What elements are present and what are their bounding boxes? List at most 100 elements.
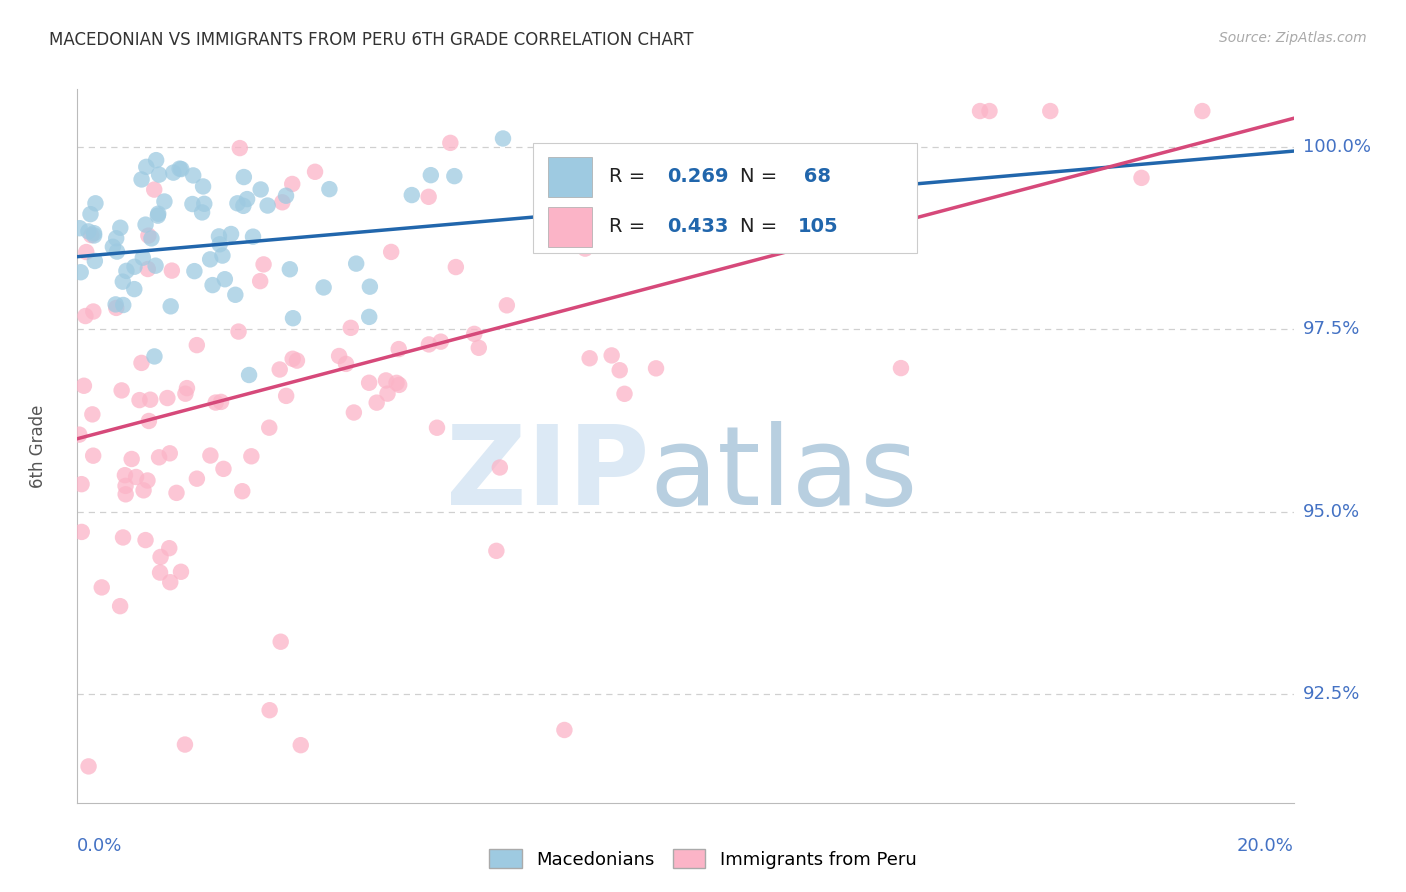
Text: 68: 68 (797, 168, 831, 186)
Point (200, 449, 222, 463)
Text: 0.0%: 0.0% (77, 837, 122, 855)
Point (77, 759, 100, 773)
Point (148, 450, 170, 465)
Point (231, 484, 253, 499)
Point (121, 452, 143, 467)
Point (170, 565, 193, 579)
Point (70, 477, 93, 491)
Point (84, 196, 107, 211)
Point (343, 405, 366, 419)
Point (249, 274, 271, 288)
Point (153, 194, 176, 209)
Point (146, 209, 169, 223)
Point (101, 240, 124, 254)
Point (125, 470, 148, 484)
Point (148, 207, 170, 221)
FancyBboxPatch shape (533, 143, 917, 253)
Point (208, 237, 231, 252)
Point (83, 226, 105, 240)
Point (191, 205, 214, 219)
Point (609, 363, 631, 377)
Point (1130, 170, 1153, 185)
Text: 0.269: 0.269 (668, 168, 728, 186)
Point (212, 462, 235, 476)
Point (312, 280, 335, 294)
Point (359, 310, 381, 324)
Point (259, 420, 281, 434)
Text: Source: ZipAtlas.com: Source: ZipAtlas.com (1219, 31, 1367, 45)
Point (388, 342, 411, 356)
Point (79, 207, 101, 221)
Point (159, 299, 181, 313)
Point (238, 368, 260, 382)
Point (157, 541, 180, 556)
Point (359, 376, 381, 390)
Point (1039, 103, 1062, 118)
Point (602, 207, 624, 221)
Point (1191, 103, 1213, 118)
Point (135, 218, 157, 232)
Point (211, 249, 233, 263)
Point (174, 738, 197, 752)
Point (344, 257, 367, 271)
Point (468, 341, 491, 355)
Point (176, 381, 198, 395)
Point (214, 272, 236, 286)
Text: N =: N = (740, 218, 783, 236)
Point (159, 575, 181, 590)
Point (645, 361, 668, 376)
Point (224, 287, 246, 301)
Point (136, 262, 159, 277)
Point (375, 373, 398, 387)
Point (186, 338, 208, 352)
Point (553, 723, 575, 737)
Point (114, 468, 136, 483)
Point (463, 326, 485, 341)
Point (359, 279, 381, 293)
Point (444, 260, 467, 274)
Point (70, 524, 93, 539)
Text: 105: 105 (797, 218, 838, 236)
Point (181, 197, 204, 211)
Point (328, 349, 350, 363)
Point (204, 395, 226, 409)
Point (105, 301, 128, 315)
Point (228, 325, 250, 339)
Point (110, 220, 132, 235)
Point (181, 169, 204, 183)
Point (124, 282, 146, 296)
Point (80, 228, 103, 243)
Point (890, 361, 912, 376)
Point (83, 254, 105, 268)
Text: 6th Grade: 6th Grade (30, 404, 48, 488)
Point (82, 304, 104, 318)
Point (201, 278, 224, 293)
Point (77, 224, 100, 238)
Point (73, 378, 96, 392)
Point (90, 581, 112, 595)
Point (143, 350, 166, 364)
Point (131, 172, 153, 186)
Point (149, 549, 172, 564)
Point (111, 275, 134, 289)
Point (274, 188, 297, 202)
Point (108, 599, 131, 614)
Point (112, 298, 135, 312)
Point (492, 131, 515, 145)
Point (380, 244, 402, 259)
Point (183, 264, 205, 278)
Point (278, 262, 301, 277)
Point (191, 179, 214, 194)
Point (136, 474, 159, 488)
Bar (548, 157, 592, 196)
Point (304, 165, 326, 179)
Point (174, 386, 197, 401)
Point (613, 387, 636, 401)
Point (170, 162, 193, 177)
Point (141, 231, 163, 245)
Point (418, 190, 440, 204)
Text: MACEDONIAN VS IMMIGRANTS FROM PERU 6TH GRADE CORRELATION CHART: MACEDONIAN VS IMMIGRANTS FROM PERU 6TH G… (49, 31, 693, 49)
Point (600, 348, 623, 362)
Point (115, 264, 138, 278)
Text: ZIP: ZIP (446, 421, 650, 528)
